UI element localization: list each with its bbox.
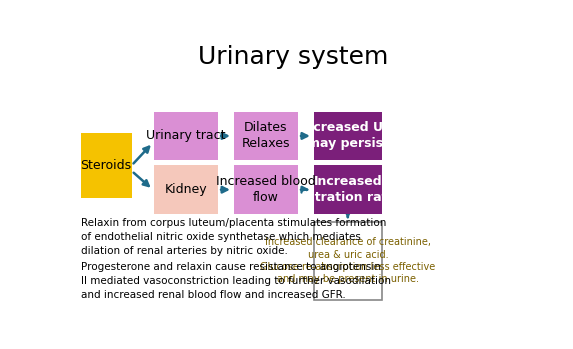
FancyBboxPatch shape: [80, 133, 132, 198]
FancyBboxPatch shape: [234, 112, 298, 160]
FancyBboxPatch shape: [313, 165, 383, 214]
Text: Dilates
Relaxes: Dilates Relaxes: [242, 121, 290, 150]
Text: Steroids: Steroids: [80, 159, 132, 172]
Text: Urinary tract: Urinary tract: [146, 129, 226, 142]
Text: Increased UTI
may persist: Increased UTI may persist: [300, 121, 396, 150]
FancyBboxPatch shape: [154, 112, 218, 160]
Text: Increased
filtration rate: Increased filtration rate: [301, 175, 395, 204]
Text: Increased clearance of creatinine,
urea & uric acid.
Glucose re-absorption less : Increased clearance of creatinine, urea …: [261, 237, 435, 284]
FancyBboxPatch shape: [313, 222, 383, 300]
Text: Kidney: Kidney: [164, 183, 207, 196]
Text: Increased blood
flow: Increased blood flow: [216, 175, 316, 204]
FancyBboxPatch shape: [234, 165, 298, 214]
Text: Relaxin from corpus luteum/placenta stimulates formation
of endothelial nitric o: Relaxin from corpus luteum/placenta stim…: [80, 218, 386, 256]
Text: Urinary system: Urinary system: [198, 45, 389, 69]
FancyBboxPatch shape: [154, 165, 218, 214]
FancyBboxPatch shape: [313, 112, 383, 160]
Text: Progesterone and relaxin cause resistance to angiotensin
II mediated vasoconstri: Progesterone and relaxin cause resistanc…: [80, 262, 391, 300]
